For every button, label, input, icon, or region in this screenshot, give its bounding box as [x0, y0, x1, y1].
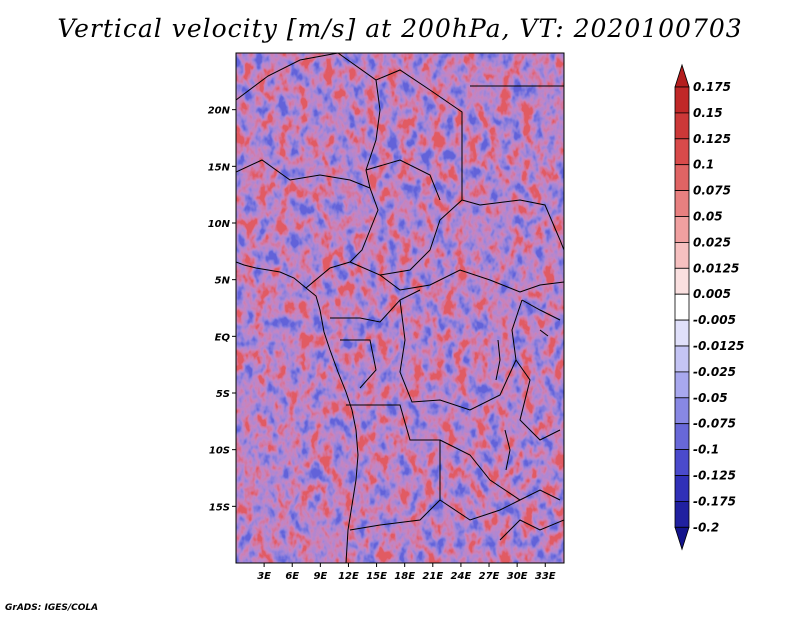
y-tick-label: 15S	[209, 502, 230, 513]
colorbar-label: -0.2	[693, 520, 719, 534]
chart-title: Vertical velocity [m/s] at 200hPa, VT: 2…	[57, 14, 743, 43]
colorbar-swatch	[674, 216, 690, 243]
x-tick-label: 18E	[394, 571, 415, 582]
border-angola	[346, 404, 441, 531]
colorbar-label: -0.005	[693, 313, 736, 327]
colorbar-swatch	[674, 293, 690, 321]
y-axis: 20N 15N 10N 5N EQ 5S 10S 15S	[208, 106, 236, 513]
colorbar-swatch	[674, 267, 690, 295]
y-tick-label: EQ	[215, 332, 231, 343]
colorbar-swatch	[674, 423, 690, 451]
border-congo	[330, 289, 523, 411]
y-tick-label: 20N	[208, 106, 231, 117]
border-sahara-north	[236, 53, 463, 276]
border-sahel	[236, 159, 379, 289]
colorbar-label: 0.05	[693, 210, 723, 224]
border-zambia	[439, 439, 561, 521]
x-tick-label: 30E	[507, 571, 528, 582]
colorbar-label: -0.075	[693, 417, 736, 431]
vertical-velocity-field	[236, 53, 564, 563]
colorbar-label: 0.005	[693, 287, 731, 301]
colorbar-swatch	[674, 86, 690, 114]
x-tick-label: 24E	[451, 571, 472, 582]
colorbar-label: 0.15	[693, 106, 723, 120]
y-tick-label: 5N	[215, 276, 231, 287]
colorbar-label: 0.075	[693, 184, 731, 198]
colorbar-label: -0.125	[693, 469, 736, 483]
colorbar-swatch	[674, 449, 690, 476]
colorbar-label: 0.1	[693, 158, 714, 172]
colorbar-swatch	[674, 526, 690, 551]
colorbar-label: -0.1	[693, 443, 719, 457]
x-axis: 3E 6E 9E 12E 15E 18E 21E 24E 27E 30E 33E	[257, 563, 556, 582]
colorbar-swatch	[674, 63, 690, 88]
y-tick-label: 15N	[208, 162, 231, 173]
x-tick-label: 21E	[422, 571, 443, 582]
x-tick-label: 27E	[479, 571, 500, 582]
colorbar-swatch	[674, 319, 690, 347]
colorbar-swatch	[674, 345, 690, 373]
colorbar-label: -0.025	[693, 365, 736, 379]
colorbar-label: -0.0125	[693, 339, 744, 353]
x-tick-label: 12E	[338, 571, 359, 582]
colorbar-swatch	[674, 190, 690, 217]
x-tick-label: 3E	[257, 571, 271, 582]
colorbar-label: -0.05	[693, 391, 728, 405]
y-tick-label: 10S	[209, 446, 230, 457]
colorbar-swatch	[674, 112, 690, 140]
colorbar-swatch	[674, 138, 690, 166]
x-tick-label: 33E	[535, 571, 556, 582]
colorbar-swatch	[674, 475, 690, 502]
border-northeast	[461, 85, 564, 251]
colorbar-label: 0.025	[693, 235, 731, 249]
country-borders	[236, 53, 564, 563]
y-tick-label: 10N	[208, 219, 231, 230]
x-tick-label: 6E	[285, 571, 299, 582]
border-car-sudan	[349, 261, 564, 293]
coastline-west	[236, 261, 359, 563]
lake-outlines	[495, 329, 549, 471]
border-chad	[365, 79, 441, 201]
colorbar-label: 0.125	[693, 132, 731, 146]
colorbar-label: -0.175	[693, 494, 736, 508]
x-tick-label: 9E	[313, 571, 327, 582]
colorbar-swatch	[674, 500, 690, 528]
colorbar-label: 0.0125	[693, 261, 739, 275]
y-tick-label: 5S	[216, 389, 230, 400]
colorbar-swatch	[674, 371, 690, 399]
x-tick-label: 15E	[366, 571, 387, 582]
border-east	[499, 299, 564, 541]
colorbar-swatch	[674, 164, 690, 191]
colorbar-swatch	[674, 241, 690, 269]
colorbar-swatch	[674, 397, 690, 425]
colorbar-label: 0.175	[693, 80, 731, 94]
plot-frame	[235, 52, 565, 564]
grads-credit: GrADS: IGES/COLA	[5, 603, 99, 613]
